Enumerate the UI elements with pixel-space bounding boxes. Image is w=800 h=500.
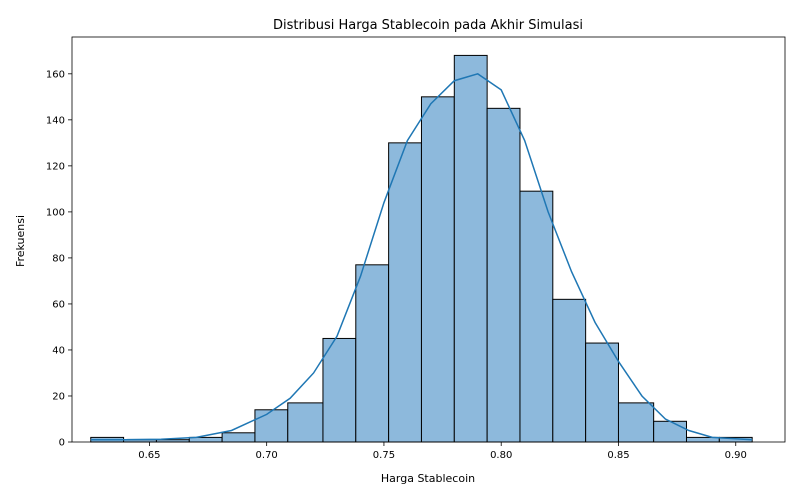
histogram-bar-9 <box>355 264 390 443</box>
histogram-bar-14 <box>519 190 554 443</box>
histogram-bar-12 <box>453 54 488 443</box>
histogram-bar-18 <box>653 420 687 443</box>
x-tick-label: 0.85 <box>607 450 629 461</box>
plot-area <box>71 36 786 443</box>
histogram-bar-11 <box>420 96 455 443</box>
y-axis-ticks: 0 20 40 60 80 100 120 140 160 <box>46 69 72 449</box>
x-tick-label: 0.70 <box>256 450 278 461</box>
histogram-bar-17 <box>617 402 655 443</box>
histogram-bars <box>90 54 753 443</box>
histogram-bar-13 <box>486 107 521 443</box>
y-tick-label: 140 <box>46 115 65 126</box>
histogram-bar-10 <box>388 142 422 443</box>
y-tick-label: 160 <box>46 69 65 80</box>
histogram-bar-7 <box>287 402 324 443</box>
y-tick-label: 40 <box>52 345 65 356</box>
y-tick-label: 20 <box>52 391 65 402</box>
plot-frame <box>71 36 786 443</box>
histogram-bar-8 <box>322 337 357 443</box>
x-tick-label: 0.80 <box>490 450 512 461</box>
histogram-bar-15 <box>552 298 587 443</box>
histogram-bar-6 <box>254 409 289 443</box>
y-tick-label: 80 <box>52 253 65 264</box>
y-tick-label: 100 <box>46 207 65 218</box>
x-tick-label: 0.75 <box>373 450 395 461</box>
histogram-bar-5 <box>221 432 256 443</box>
y-axis-label: Frekuensi <box>14 215 27 267</box>
y-tick-label: 0 <box>59 438 65 449</box>
y-tick-label: 120 <box>46 161 65 172</box>
kde-curve <box>90 72 753 441</box>
chart-title: Distribusi Harga Stablecoin pada Akhir S… <box>273 18 583 33</box>
x-axis-ticks: 0.65 0.70 0.75 0.80 0.85 0.90 <box>138 442 747 461</box>
histogram-bar-16 <box>585 342 619 443</box>
y-tick-label: 60 <box>52 299 65 310</box>
x-tick-label: 0.65 <box>138 450 160 461</box>
x-axis-label: Harga Stablecoin <box>381 472 475 485</box>
x-tick-label: 0.90 <box>725 450 747 461</box>
